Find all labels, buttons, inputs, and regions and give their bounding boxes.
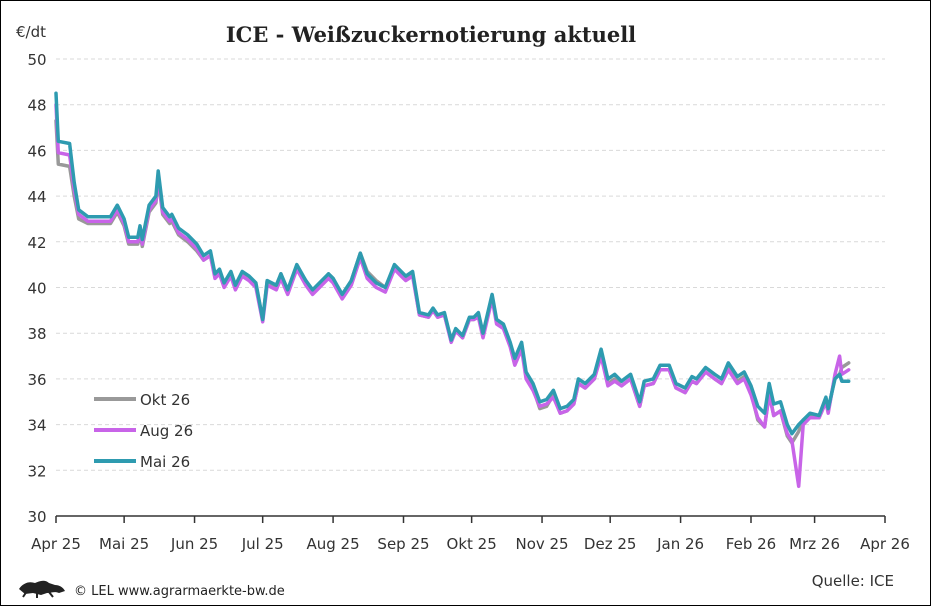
y-axis: 30 32 34 36 38 40 42 44 46 48 50 [27,51,46,526]
x-axis: Apr 25 Mai 25 Jun 25 Jul 25 Aug 25 Sep 25 Okt … [31,515,910,553]
source-text: Quelle: ICE [812,572,894,590]
x-tick-label: Nov 25 [515,535,568,553]
y-tick-label: 36 [27,371,46,389]
x-tick-label: Dez 25 [584,535,637,553]
legend-label: Okt 26 [140,391,190,409]
y-tick-label: 42 [27,234,46,252]
lel-logo [19,580,65,598]
x-tick-label: Mrz 26 [789,535,840,553]
y-tick-label: 34 [27,417,46,435]
x-tick-label: Apr 26 [860,535,910,553]
series-line-mai-26 [54,91,851,436]
y-tick-label: 40 [27,280,46,298]
y-tick-label: 38 [27,325,46,343]
x-tick-label: Jun 25 [170,535,218,553]
legend-label: Mai 26 [140,453,190,471]
y-tick-label: 46 [27,142,46,160]
y-tick-label: 32 [27,462,46,480]
x-tick-label: Jan 26 [656,535,704,553]
y-tick-label: 44 [27,188,46,206]
legend: Okt 26 Aug 26 Mai 26 [94,391,193,471]
x-tick-label: Okt 25 [447,535,497,553]
y-tick-label: 50 [27,51,46,69]
series-lines [54,91,851,489]
x-tick-label: Aug 25 [307,535,360,553]
y-tick-label: 48 [27,97,46,115]
legend-label: Aug 26 [140,422,193,440]
y-axis-unit: €/dt [16,23,46,41]
x-tick-label: Apr 25 [31,535,81,553]
chart-title: ICE - Weißzuckernotierung aktuell [226,22,636,47]
y-tick-label: 30 [27,508,46,526]
x-tick-label: Mai 25 [99,535,149,553]
x-tick-label: Jul 25 [241,535,284,553]
x-tick-label: Sep 25 [377,535,429,553]
credit-text: © LEL www.agrarmaerkte-bw.de [74,584,285,599]
grid [56,58,885,471]
x-tick-label: Feb 26 [726,535,776,553]
